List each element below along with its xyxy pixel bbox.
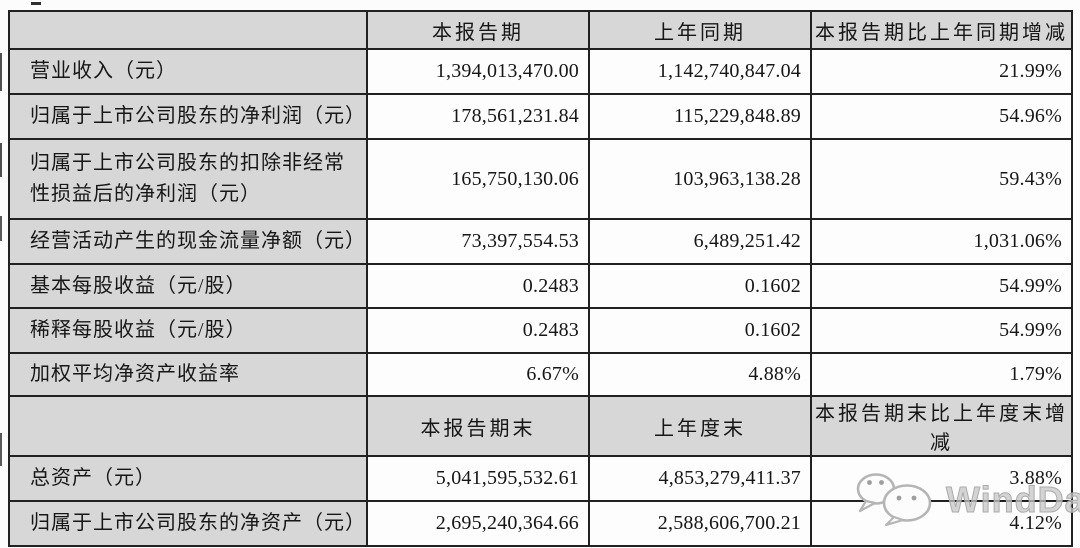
change-value: 54.99%	[810, 307, 1073, 354]
change-value: 3.88%	[810, 455, 1073, 502]
header-period-change: 本报告期比上年同期增减	[810, 10, 1073, 50]
prior-period-value: 0.1602	[588, 307, 812, 354]
scan-artifact	[0, 53, 2, 91]
financial-summary-table: 本报告期 上年同期 本报告期比上年同期增减 营业收入（元） 1,394,013,…	[8, 10, 1073, 547]
header-period-end-change: 本报告期末比上年度末增减	[810, 395, 1073, 457]
change-value: 1.79%	[810, 352, 1073, 397]
table-row-operating-cash-flow: 经营活动产生的现金流量净额（元） 73,397,554.53 6,489,251…	[8, 218, 1073, 265]
current-period-value: 0.2483	[366, 307, 590, 354]
current-period-value: 5,041,595,532.61	[366, 455, 590, 502]
table-row-net-profit: 归属于上市公司股东的净利润（元） 178,561,231.84 115,229,…	[8, 93, 1073, 140]
table-row-weighted-roe: 加权平均净资产收益率 6.67% 4.88% 1.79%	[8, 352, 1073, 397]
metric-label: 归属于上市公司股东的扣除非经常性损益后的净利润（元）	[8, 138, 368, 220]
change-value: 4.12%	[810, 500, 1073, 547]
current-period-value: 6.67%	[366, 352, 590, 397]
change-value: 1,031.06%	[810, 218, 1073, 265]
table-row-total-assets: 总资产（元） 5,041,595,532.61 4,853,279,411.37…	[8, 455, 1073, 502]
change-value: 59.43%	[810, 138, 1073, 220]
metric-label: 归属于上市公司股东的净资产（元）	[8, 500, 368, 547]
prior-period-value: 103,963,138.28	[588, 138, 812, 220]
current-period-value: 73,397,554.53	[366, 218, 590, 265]
prior-period-value: 115,229,848.89	[588, 93, 812, 140]
current-period-value: 1,394,013,470.00	[366, 48, 590, 95]
header-current-period: 本报告期	[366, 10, 590, 50]
header-current-period-end: 本报告期末	[366, 395, 590, 457]
scan-artifact	[31, 2, 41, 5]
current-period-value: 165,750,130.06	[366, 138, 590, 220]
prior-period-value: 4,853,279,411.37	[588, 455, 812, 502]
header-blank-cell	[8, 395, 368, 457]
table-row-net-assets: 归属于上市公司股东的净资产（元） 2,695,240,364.66 2,588,…	[8, 500, 1073, 547]
header-prior-period: 上年同期	[588, 10, 812, 50]
metric-label: 经营活动产生的现金流量净额（元）	[8, 218, 368, 265]
scan-artifact	[0, 216, 2, 241]
table-row-net-profit-deducted: 归属于上市公司股东的扣除非经常性损益后的净利润（元） 165,750,130.0…	[8, 138, 1073, 220]
header-prior-year-end: 上年度末	[588, 395, 812, 457]
change-value: 21.99%	[810, 48, 1073, 95]
table-row-basic-eps: 基本每股收益（元/股） 0.2483 0.1602 54.99%	[8, 263, 1073, 309]
scan-artifact	[0, 433, 2, 466]
prior-period-value: 4.88%	[588, 352, 812, 397]
table-header-period-end: 本报告期末 上年度末 本报告期末比上年度末增减	[8, 395, 1073, 457]
prior-period-value: 6,489,251.42	[588, 218, 812, 265]
current-period-value: 2,695,240,364.66	[366, 500, 590, 547]
prior-period-value: 2,588,606,700.21	[588, 500, 812, 547]
table-header-period: 本报告期 上年同期 本报告期比上年同期增减	[8, 10, 1073, 50]
metric-label: 归属于上市公司股东的净利润（元）	[8, 93, 368, 140]
table-row-diluted-eps: 稀释每股收益（元/股） 0.2483 0.1602 54.99%	[8, 307, 1073, 354]
change-value: 54.99%	[810, 263, 1073, 309]
metric-label: 总资产（元）	[8, 455, 368, 502]
metric-label: 营业收入（元）	[8, 48, 368, 95]
current-period-value: 0.2483	[366, 263, 590, 309]
current-period-value: 178,561,231.84	[366, 93, 590, 140]
change-value: 54.96%	[810, 93, 1073, 140]
scan-artifact	[0, 143, 2, 177]
metric-label: 基本每股收益（元/股）	[8, 263, 368, 309]
metric-label: 加权平均净资产收益率	[8, 352, 368, 397]
prior-period-value: 1,142,740,847.04	[588, 48, 812, 95]
metric-label: 稀释每股收益（元/股）	[8, 307, 368, 354]
prior-period-value: 0.1602	[588, 263, 812, 309]
table-row-revenue: 营业收入（元） 1,394,013,470.00 1,142,740,847.0…	[8, 48, 1073, 95]
header-blank-cell	[8, 10, 368, 50]
